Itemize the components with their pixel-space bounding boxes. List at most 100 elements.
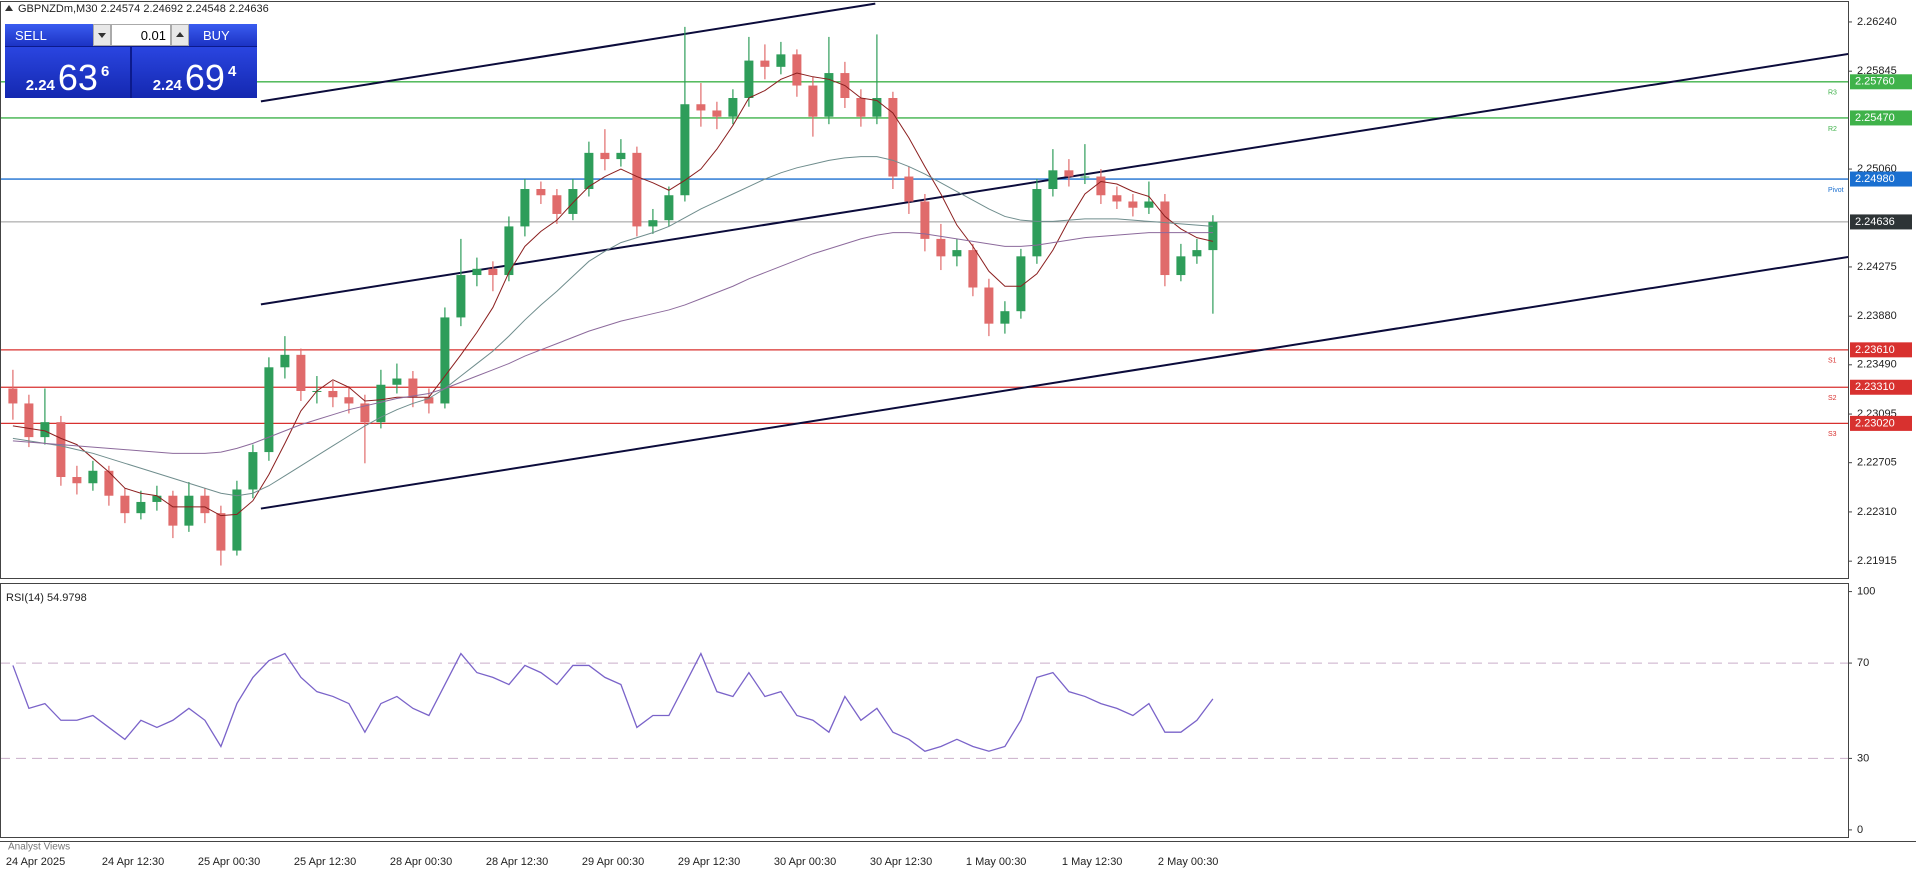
y-tick-label: 2.25845 (1857, 65, 1897, 77)
candle-body (888, 98, 898, 177)
candle-body (360, 403, 370, 423)
moving-average (12, 232, 1213, 454)
up-arrow-icon (176, 32, 184, 37)
level-label: 2.25760 (1855, 76, 1895, 88)
candle-body (552, 195, 562, 214)
candle-body (1128, 201, 1138, 208)
level-label: 2.25470 (1855, 112, 1895, 124)
candle-body (488, 268, 498, 276)
candle-body (8, 388, 18, 404)
candle-body (632, 152, 642, 227)
y-tick-label: 100 (1857, 585, 1875, 597)
y-tick-label: 2.21915 (1857, 555, 1897, 567)
candle-body (680, 104, 690, 196)
candle-body (232, 489, 242, 551)
main-frame (0, 1, 1849, 579)
candle-body (136, 501, 146, 514)
candle-body (456, 275, 466, 318)
rsi-line (12, 652, 1214, 752)
x-tick-label: 24 Apr 12:30 (102, 856, 164, 868)
candle-body (696, 104, 706, 111)
trade-panel: SELL 0.01 BUY 2.24 63 6 2.24 69 4 (5, 24, 257, 98)
candle-body (24, 403, 34, 438)
candle-body (1112, 195, 1122, 202)
level-label-box (1850, 415, 1912, 431)
x-tick-label: 1 May 00:30 (966, 856, 1027, 868)
chart-header: GBPNZDm,M30 2.24574 2.24692 2.24548 2.24… (18, 3, 269, 15)
candle-body (536, 189, 546, 196)
y-tick-label: 2.23490 (1857, 359, 1897, 371)
candle-body (968, 250, 978, 288)
bottom-tab[interactable]: Analyst Views (8, 842, 70, 853)
bid-point: 6 (100, 63, 110, 80)
moving-average (12, 72, 1214, 517)
candle-body (648, 220, 658, 227)
x-tick-label: 24 Apr 2025 (6, 856, 65, 868)
level-name: S3 (1828, 431, 1837, 438)
level-name: S2 (1828, 395, 1837, 402)
candle-body (88, 470, 98, 484)
sell-button[interactable]: SELL (5, 24, 93, 46)
y-tick-label: 0 (1857, 824, 1863, 836)
level-label: 2.23310 (1855, 381, 1895, 393)
channel-line (260, 255, 1848, 510)
candle-body (296, 354, 306, 391)
level-label-box (1850, 379, 1912, 395)
bid-big: 2.24 (25, 77, 55, 94)
x-tick-label: 29 Apr 00:30 (582, 856, 644, 868)
volume-down[interactable] (93, 24, 111, 46)
candle-body (920, 201, 930, 239)
axes: 2.262402.258452.250602.242752.238802.234… (6, 16, 1912, 868)
x-tick-label: 28 Apr 12:30 (486, 856, 548, 868)
y-tick-label: 70 (1857, 657, 1869, 669)
candle-body (200, 495, 210, 514)
candle-body (984, 287, 994, 324)
y-tick-label: 2.23880 (1857, 310, 1897, 322)
ask-big: 2.24 (152, 77, 182, 94)
candle-body (344, 397, 354, 404)
x-tick-label: 28 Apr 00:30 (390, 856, 452, 868)
x-tick-label: 2 May 00:30 (1158, 856, 1219, 868)
candle-body (120, 495, 130, 514)
candle-body (1176, 256, 1186, 276)
y-tick-label: 2.22705 (1857, 457, 1897, 469)
candle-body (376, 384, 386, 423)
candle-body (1032, 189, 1042, 257)
candle-body (712, 110, 722, 117)
candle-body (424, 397, 434, 404)
candle-body (152, 495, 162, 502)
level-name: Pivot (1828, 187, 1844, 194)
candle-body (328, 390, 338, 398)
candle-body (936, 238, 946, 257)
candle-body (616, 152, 626, 160)
y-tick-label: 30 (1857, 752, 1869, 764)
level-label-box (1850, 110, 1912, 126)
y-tick-label: 2.24275 (1857, 261, 1897, 273)
candle-body (1048, 170, 1058, 190)
candle-body (1144, 201, 1154, 208)
level-label-box (1850, 342, 1912, 358)
bid-quote[interactable]: 2.24 63 6 (5, 47, 130, 98)
main-plot: R3 R2 Pivot S1 S2 S3 (1, 2, 1848, 566)
ask-pips: 69 (184, 57, 225, 98)
level-name: S1 (1828, 358, 1837, 365)
buy-button[interactable]: BUY (189, 24, 257, 46)
rsi-title: RSI(14) 54.9798 (6, 592, 87, 604)
price-label-box (1850, 214, 1912, 230)
level-label: 2.23020 (1855, 417, 1895, 429)
x-tick-label: 30 Apr 12:30 (870, 856, 932, 868)
y-tick-label: 2.22310 (1857, 506, 1897, 518)
x-tick-label: 25 Apr 00:30 (198, 856, 260, 868)
volume-up[interactable] (171, 24, 189, 46)
volume-input[interactable]: 0.01 (111, 24, 171, 46)
candle-body (760, 60, 770, 67)
candle-body (184, 495, 194, 526)
candle-body (264, 367, 274, 453)
ask-quote[interactable]: 2.24 69 4 (132, 47, 257, 98)
bid-pips: 63 (57, 57, 98, 98)
price-label: 2.24636 (1855, 216, 1895, 228)
symbol-toggle-icon[interactable] (5, 5, 13, 11)
candle-body (568, 189, 578, 214)
candle-body (600, 152, 610, 160)
